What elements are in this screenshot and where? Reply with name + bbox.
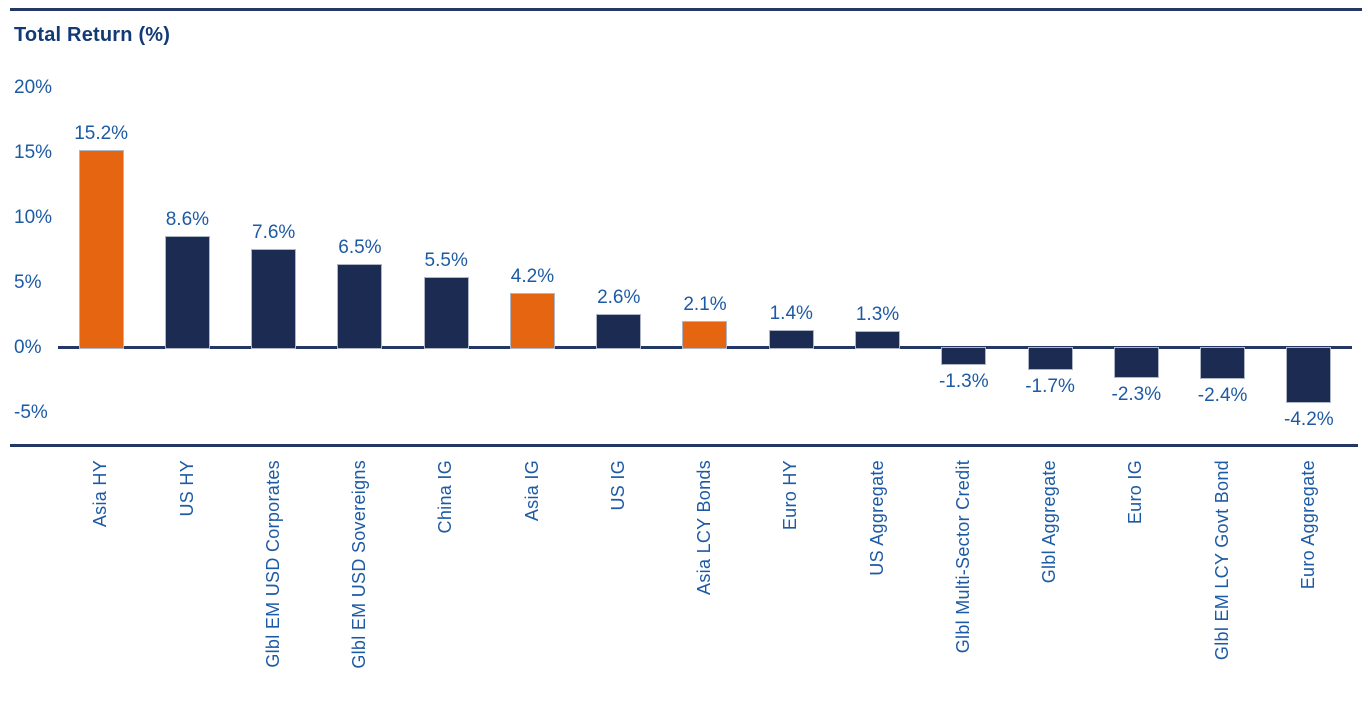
bar [1200, 347, 1246, 380]
bar-slot: -2.4% [1179, 88, 1265, 413]
bar-slot: 1.3% [834, 88, 920, 413]
bar [855, 331, 901, 349]
y-tick-label: 20% [14, 77, 53, 98]
category-label: Glbl EM USD Sovereigns [349, 460, 370, 669]
bar-value-label: 4.2% [510, 266, 555, 288]
bar-value-label: 1.3% [855, 304, 900, 326]
plot-area: 15.2% 8.6% 7.6% 6.5% 5.5% 4.2% 2.6% 2.1% 1.4% 1.3… [58, 88, 1352, 430]
category-label: Glbl Multi-Sector Credit [952, 460, 973, 654]
bar-slot: 8.6% [144, 88, 230, 413]
bar-slot: 4.2% [489, 88, 575, 413]
category-label-cell: Glbl EM USD Corporates [231, 460, 317, 704]
bar [596, 314, 642, 349]
category-label: US IG [607, 460, 628, 511]
category-label: Asia IG [521, 460, 542, 522]
bar-value-label: 5.5% [424, 249, 468, 271]
bar-slot: -4.2% [1266, 88, 1352, 430]
bar-value-label: -1.7% [1025, 376, 1075, 398]
bar [682, 320, 728, 349]
bar-value-label: 1.4% [769, 302, 813, 324]
bar-value-label: 7.6% [252, 222, 296, 244]
chart-title: Total Return (%) [14, 24, 171, 46]
category-label-cell: US Aggregate [834, 460, 920, 704]
category-label: Asia LCY Bonds [694, 460, 715, 595]
bar [1113, 347, 1159, 378]
category-label-cell: Euro HY [748, 460, 834, 704]
category-label: Glbl Aggregate [1039, 460, 1060, 584]
category-label-cell: Euro Aggregate [1266, 460, 1352, 704]
bar-slot: 2.1% [662, 88, 748, 413]
bar [337, 263, 383, 349]
bar-slot: -2.3% [1093, 88, 1179, 413]
category-label-cell: US HY [144, 460, 230, 704]
category-label: Glbl EM USD Corporates [262, 460, 283, 668]
y-tick-label: 0% [14, 337, 42, 358]
bottom-rule [10, 444, 1358, 447]
x-axis-labels: Asia HY US HY Glbl EM USD Corporates Glbl E… [58, 460, 1352, 704]
bar [78, 150, 124, 349]
bar-value-label: -2.4% [1197, 385, 1248, 407]
top-rule [10, 8, 1362, 11]
bar [509, 293, 555, 349]
y-tick-label: -5% [14, 402, 48, 423]
category-label-cell: Glbl Aggregate [1007, 460, 1093, 704]
bar [768, 329, 814, 349]
bar [941, 347, 987, 365]
category-label: US Aggregate [866, 460, 887, 576]
category-label-cell: Glbl EM LCY Govt Bond [1179, 460, 1265, 704]
category-label-cell: Euro IG [1093, 460, 1179, 704]
category-label-cell: Asia HY [58, 460, 144, 704]
bar [1286, 347, 1332, 403]
bar-slot: 7.6% [231, 88, 317, 413]
category-label-cell: US IG [576, 460, 662, 704]
category-label: Glbl EM LCY Govt Bond [1211, 460, 1232, 661]
bar-value-label: -1.3% [938, 370, 989, 392]
y-tick-label: 5% [14, 272, 42, 293]
bar-value-label: -4.2% [1284, 408, 1334, 430]
category-label: Asia HY [90, 460, 111, 528]
bar-value-label: -2.3% [1111, 383, 1162, 405]
category-label: Euro IG [1125, 460, 1146, 525]
y-tick-label: 10% [14, 207, 53, 228]
bar-slot: 6.5% [317, 88, 403, 413]
category-label: US HY [176, 460, 197, 517]
bar-value-label: 15.2% [74, 123, 129, 145]
bar-slot: 5.5% [403, 88, 489, 413]
bar-value-label: 8.6% [165, 209, 210, 231]
bar [251, 249, 297, 349]
bar-slot: 2.6% [576, 88, 662, 413]
bar-slot: 1.4% [748, 88, 834, 413]
category-label: China IG [435, 460, 456, 534]
category-label: Euro Aggregate [1297, 460, 1318, 590]
category-label: Euro HY [780, 460, 801, 531]
bar-slot: 15.2% [58, 88, 144, 413]
category-label-cell: Asia IG [489, 460, 575, 704]
bar-slot: -1.3% [921, 88, 1007, 413]
category-label-cell: Glbl Multi-Sector Credit [921, 460, 1007, 704]
bar-value-label: 2.6% [597, 287, 641, 309]
category-label-cell: China IG [403, 460, 489, 704]
bar [164, 236, 210, 349]
bar-value-label: 6.5% [338, 236, 382, 258]
bar [423, 276, 469, 349]
bar-value-label: 2.1% [683, 293, 727, 315]
category-label-cell: Glbl EM USD Sovereigns [317, 460, 403, 704]
bar-slot: -1.7% [1007, 88, 1093, 413]
bar [1027, 347, 1073, 371]
y-tick-label: 15% [14, 142, 53, 163]
category-label-cell: Asia LCY Bonds [662, 460, 748, 704]
